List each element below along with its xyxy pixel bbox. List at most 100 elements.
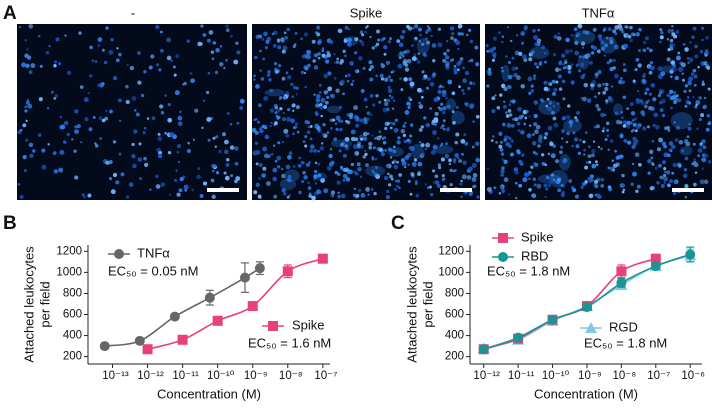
cell (317, 173, 322, 178)
cell (561, 129, 566, 133)
cell (157, 153, 163, 159)
cell (274, 121, 278, 126)
cell (368, 141, 373, 147)
cell (30, 63, 36, 69)
cell (549, 83, 553, 86)
cell (353, 187, 357, 191)
cell (359, 175, 363, 178)
x-tick-label: 10⁻⁷ (314, 370, 337, 382)
cell (318, 83, 322, 87)
cell (564, 49, 570, 55)
cell-cluster (416, 38, 430, 54)
cell (536, 183, 542, 189)
cell (176, 192, 181, 197)
cell (604, 43, 608, 48)
cell (255, 84, 260, 89)
data-point (212, 315, 223, 326)
cell (413, 53, 417, 57)
cell (575, 144, 580, 149)
cell (649, 186, 654, 191)
cell (680, 62, 686, 68)
cell (462, 78, 467, 84)
x-axis-label: Concentration (M) (157, 386, 261, 401)
cell (659, 35, 664, 40)
cell (128, 182, 134, 187)
cell (590, 86, 595, 91)
cell (469, 58, 474, 63)
cell (335, 115, 341, 121)
cell (387, 147, 392, 152)
cell (270, 121, 273, 124)
cell (619, 183, 625, 188)
cell (39, 64, 43, 68)
cell (552, 144, 556, 148)
cell (25, 100, 30, 105)
cell (306, 130, 311, 135)
cell (306, 49, 312, 55)
cell (445, 55, 450, 60)
data-point (204, 292, 215, 303)
cell (46, 107, 50, 110)
cell (118, 119, 122, 123)
cell (300, 161, 303, 164)
cell (197, 167, 201, 171)
cell (170, 59, 173, 62)
cell (621, 173, 625, 178)
scale-bar (207, 188, 239, 192)
cell (398, 173, 403, 177)
cell (509, 100, 513, 103)
cell (366, 25, 369, 28)
cell (605, 36, 609, 40)
cell (590, 153, 595, 158)
cell (643, 41, 647, 44)
cell (659, 175, 664, 180)
cell (577, 69, 582, 73)
cell (634, 152, 640, 157)
cell (701, 82, 706, 87)
cell (458, 85, 461, 89)
cell (392, 99, 396, 102)
cell (552, 105, 556, 108)
cell (129, 65, 135, 71)
cell (500, 152, 505, 156)
cell (295, 105, 300, 110)
cell (707, 87, 711, 91)
cell (510, 152, 514, 157)
cell (705, 35, 709, 40)
cell (462, 160, 467, 165)
cell (570, 80, 575, 85)
cell (675, 55, 681, 61)
cell (663, 173, 667, 177)
cell (693, 83, 697, 87)
cell (149, 188, 152, 191)
cell (553, 34, 558, 39)
cell (588, 145, 591, 148)
cell (207, 138, 211, 142)
cell (287, 108, 291, 112)
cell (577, 151, 582, 155)
cell (125, 99, 130, 105)
cell (614, 111, 619, 115)
cell (693, 157, 697, 161)
cell (468, 166, 473, 171)
cell (290, 67, 294, 71)
cell (581, 46, 585, 49)
cell (471, 145, 475, 149)
y-axis-label: per field (420, 281, 435, 327)
cell (445, 63, 450, 68)
cell (74, 109, 79, 114)
cell (19, 194, 24, 199)
cell (394, 118, 399, 123)
cell (701, 38, 704, 42)
cell (173, 73, 177, 77)
cell (317, 149, 320, 153)
cell (691, 72, 695, 76)
cell (447, 79, 453, 85)
cell (460, 195, 463, 198)
cell (425, 31, 428, 34)
cell (409, 98, 413, 102)
cell (418, 127, 423, 132)
cell (430, 149, 436, 155)
cell (280, 38, 285, 43)
cell (486, 84, 490, 88)
